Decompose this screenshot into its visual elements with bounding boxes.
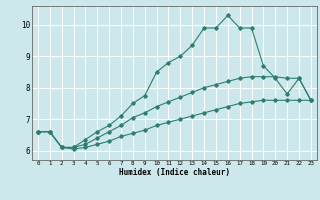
X-axis label: Humidex (Indice chaleur): Humidex (Indice chaleur): [119, 168, 230, 177]
